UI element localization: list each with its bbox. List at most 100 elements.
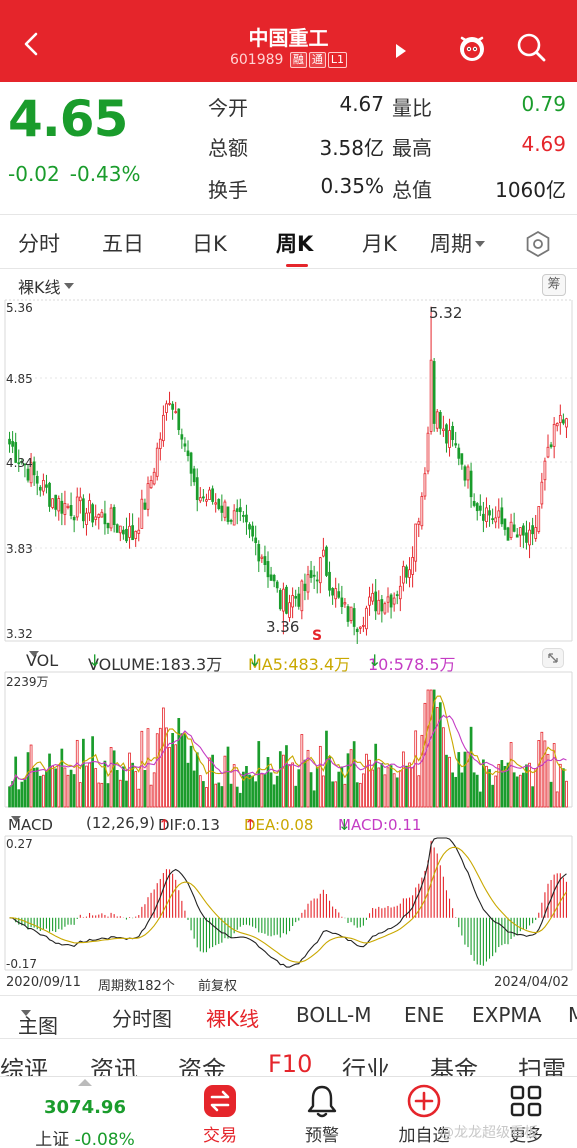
tab-fund[interactable]: 基金 xyxy=(430,1056,478,1076)
volume-bar xyxy=(75,739,79,808)
tab-news[interactable]: 资讯 xyxy=(90,1056,138,1076)
volume-chart[interactable]: 2239万 xyxy=(0,670,577,810)
tab-more-indicator[interactable]: M xyxy=(568,1003,577,1027)
search-icon[interactable] xyxy=(514,30,548,64)
amount-value: 3.58亿 xyxy=(319,136,384,160)
volume-bar xyxy=(115,770,119,808)
candle xyxy=(306,574,310,593)
settings-hexagon-icon[interactable] xyxy=(524,230,552,258)
candle xyxy=(134,530,138,539)
kline-mode-dropdown[interactable]: 裸K线 xyxy=(18,274,74,298)
open-value: 4.67 xyxy=(339,92,384,116)
tab-weekly-k[interactable]: 周K xyxy=(276,228,313,267)
volume-bar xyxy=(278,751,282,808)
tab-boll-m[interactable]: BOLL-M xyxy=(296,1003,372,1027)
volume-bar xyxy=(45,770,48,808)
section-tabs: 综评 资讯 资金 F10 行业 基金 扫雷 xyxy=(0,1046,577,1076)
volume-bar xyxy=(198,775,202,808)
volume-bar xyxy=(325,730,328,808)
candle xyxy=(300,580,304,612)
volume-bar xyxy=(525,764,528,808)
chip-distribution-button[interactable]: 筹 xyxy=(542,274,566,296)
candle xyxy=(454,443,458,446)
alert-button[interactable]: 预警 xyxy=(282,1083,362,1146)
volume-bar xyxy=(497,764,501,808)
candle xyxy=(205,499,208,502)
tab-capital[interactable]: 资金 xyxy=(178,1056,226,1076)
candle xyxy=(29,462,33,484)
down-arrow-icon: ↓ xyxy=(338,816,351,834)
back-arrow-icon[interactable] xyxy=(18,30,46,58)
dif-value-text: DIF:0.13 xyxy=(158,816,220,834)
mascot-icon[interactable] xyxy=(456,32,488,64)
candle xyxy=(72,516,76,521)
volume-bar xyxy=(91,736,94,808)
volume-bar xyxy=(51,765,54,808)
candle xyxy=(257,544,261,562)
down-arrow-icon: ↓ xyxy=(88,651,102,670)
volume-bar xyxy=(94,768,98,808)
volume-bar xyxy=(358,782,362,808)
candle xyxy=(192,468,196,483)
trade-button[interactable]: 交易 xyxy=(180,1083,260,1146)
tab-overview[interactable]: 综评 xyxy=(0,1056,48,1076)
adjust-mode[interactable]: 前复权 xyxy=(198,979,238,994)
add-watchlist-button[interactable]: 加自选 xyxy=(384,1083,464,1146)
volume-bars xyxy=(8,689,568,808)
volume-bar xyxy=(8,786,11,808)
candle xyxy=(186,450,190,457)
bottom-toolbar: 3074.96 上证 -0.08% 交易 预警 加自选 更多 xyxy=(0,1076,577,1148)
volume-bar xyxy=(537,740,541,808)
chevron-down-icon xyxy=(29,651,39,657)
volume-bar xyxy=(88,762,91,808)
candle xyxy=(358,626,362,629)
volume-bar xyxy=(377,767,381,808)
candle xyxy=(137,529,141,534)
candle xyxy=(380,599,384,612)
candle xyxy=(128,525,131,538)
candle xyxy=(362,624,365,627)
tab-intraday[interactable]: 分时 xyxy=(18,232,60,256)
quote-panel: 4.65 -0.02 -0.43% 今开 4.67 量比 0.79 总额 3.58… xyxy=(0,82,577,214)
tab-expma[interactable]: EXPMA xyxy=(472,1003,542,1027)
more-label: 更多 xyxy=(509,1126,543,1146)
candle xyxy=(402,565,405,584)
volume-bar xyxy=(192,770,196,808)
high-label: 最高 xyxy=(392,136,432,160)
candle xyxy=(343,602,347,605)
candle xyxy=(512,524,516,532)
candle xyxy=(426,432,430,472)
index-change: -0.08% xyxy=(74,1130,135,1148)
volume-bar xyxy=(303,759,307,808)
tab-period-dropdown[interactable]: 周期 xyxy=(430,228,485,258)
tab-risk-scan[interactable]: 扫雷 xyxy=(518,1056,566,1076)
candle xyxy=(285,586,288,614)
candle xyxy=(482,513,485,521)
tab-naked-k[interactable]: 裸K线 xyxy=(206,1007,260,1031)
price-chart[interactable]: 5.36 4.85 4.34 3.83 3.32 5.32 3.36 S xyxy=(0,298,577,644)
candle xyxy=(515,534,519,538)
expand-icon[interactable] xyxy=(542,648,564,668)
tab-ene[interactable]: ENE xyxy=(404,1003,445,1027)
tab-f10[interactable]: F10 xyxy=(268,1050,313,1076)
candle xyxy=(272,574,276,582)
volume-bar xyxy=(17,789,21,808)
volume-bar xyxy=(451,772,454,808)
candle xyxy=(429,359,433,432)
tab-intraday-chart[interactable]: 分时图 xyxy=(112,1007,172,1031)
candle xyxy=(355,628,359,633)
trade-label: 交易 xyxy=(203,1126,237,1146)
candle xyxy=(562,419,565,424)
next-stock-icon[interactable] xyxy=(396,44,406,58)
tab-daily-k[interactable]: 日K xyxy=(192,232,227,256)
macd-chart[interactable]: 0.27 -0.17 xyxy=(0,834,577,972)
candle xyxy=(103,513,107,525)
tab-monthly-k[interactable]: 月K xyxy=(362,232,397,256)
volume-bar xyxy=(420,734,424,808)
macd-value-text: MACD:0.11 xyxy=(338,816,422,834)
more-button[interactable]: 更多 xyxy=(486,1083,566,1146)
candle xyxy=(60,500,64,514)
tab-five-day[interactable]: 五日 xyxy=(102,232,144,256)
candle xyxy=(38,486,42,491)
tab-industry[interactable]: 行业 xyxy=(342,1056,390,1076)
